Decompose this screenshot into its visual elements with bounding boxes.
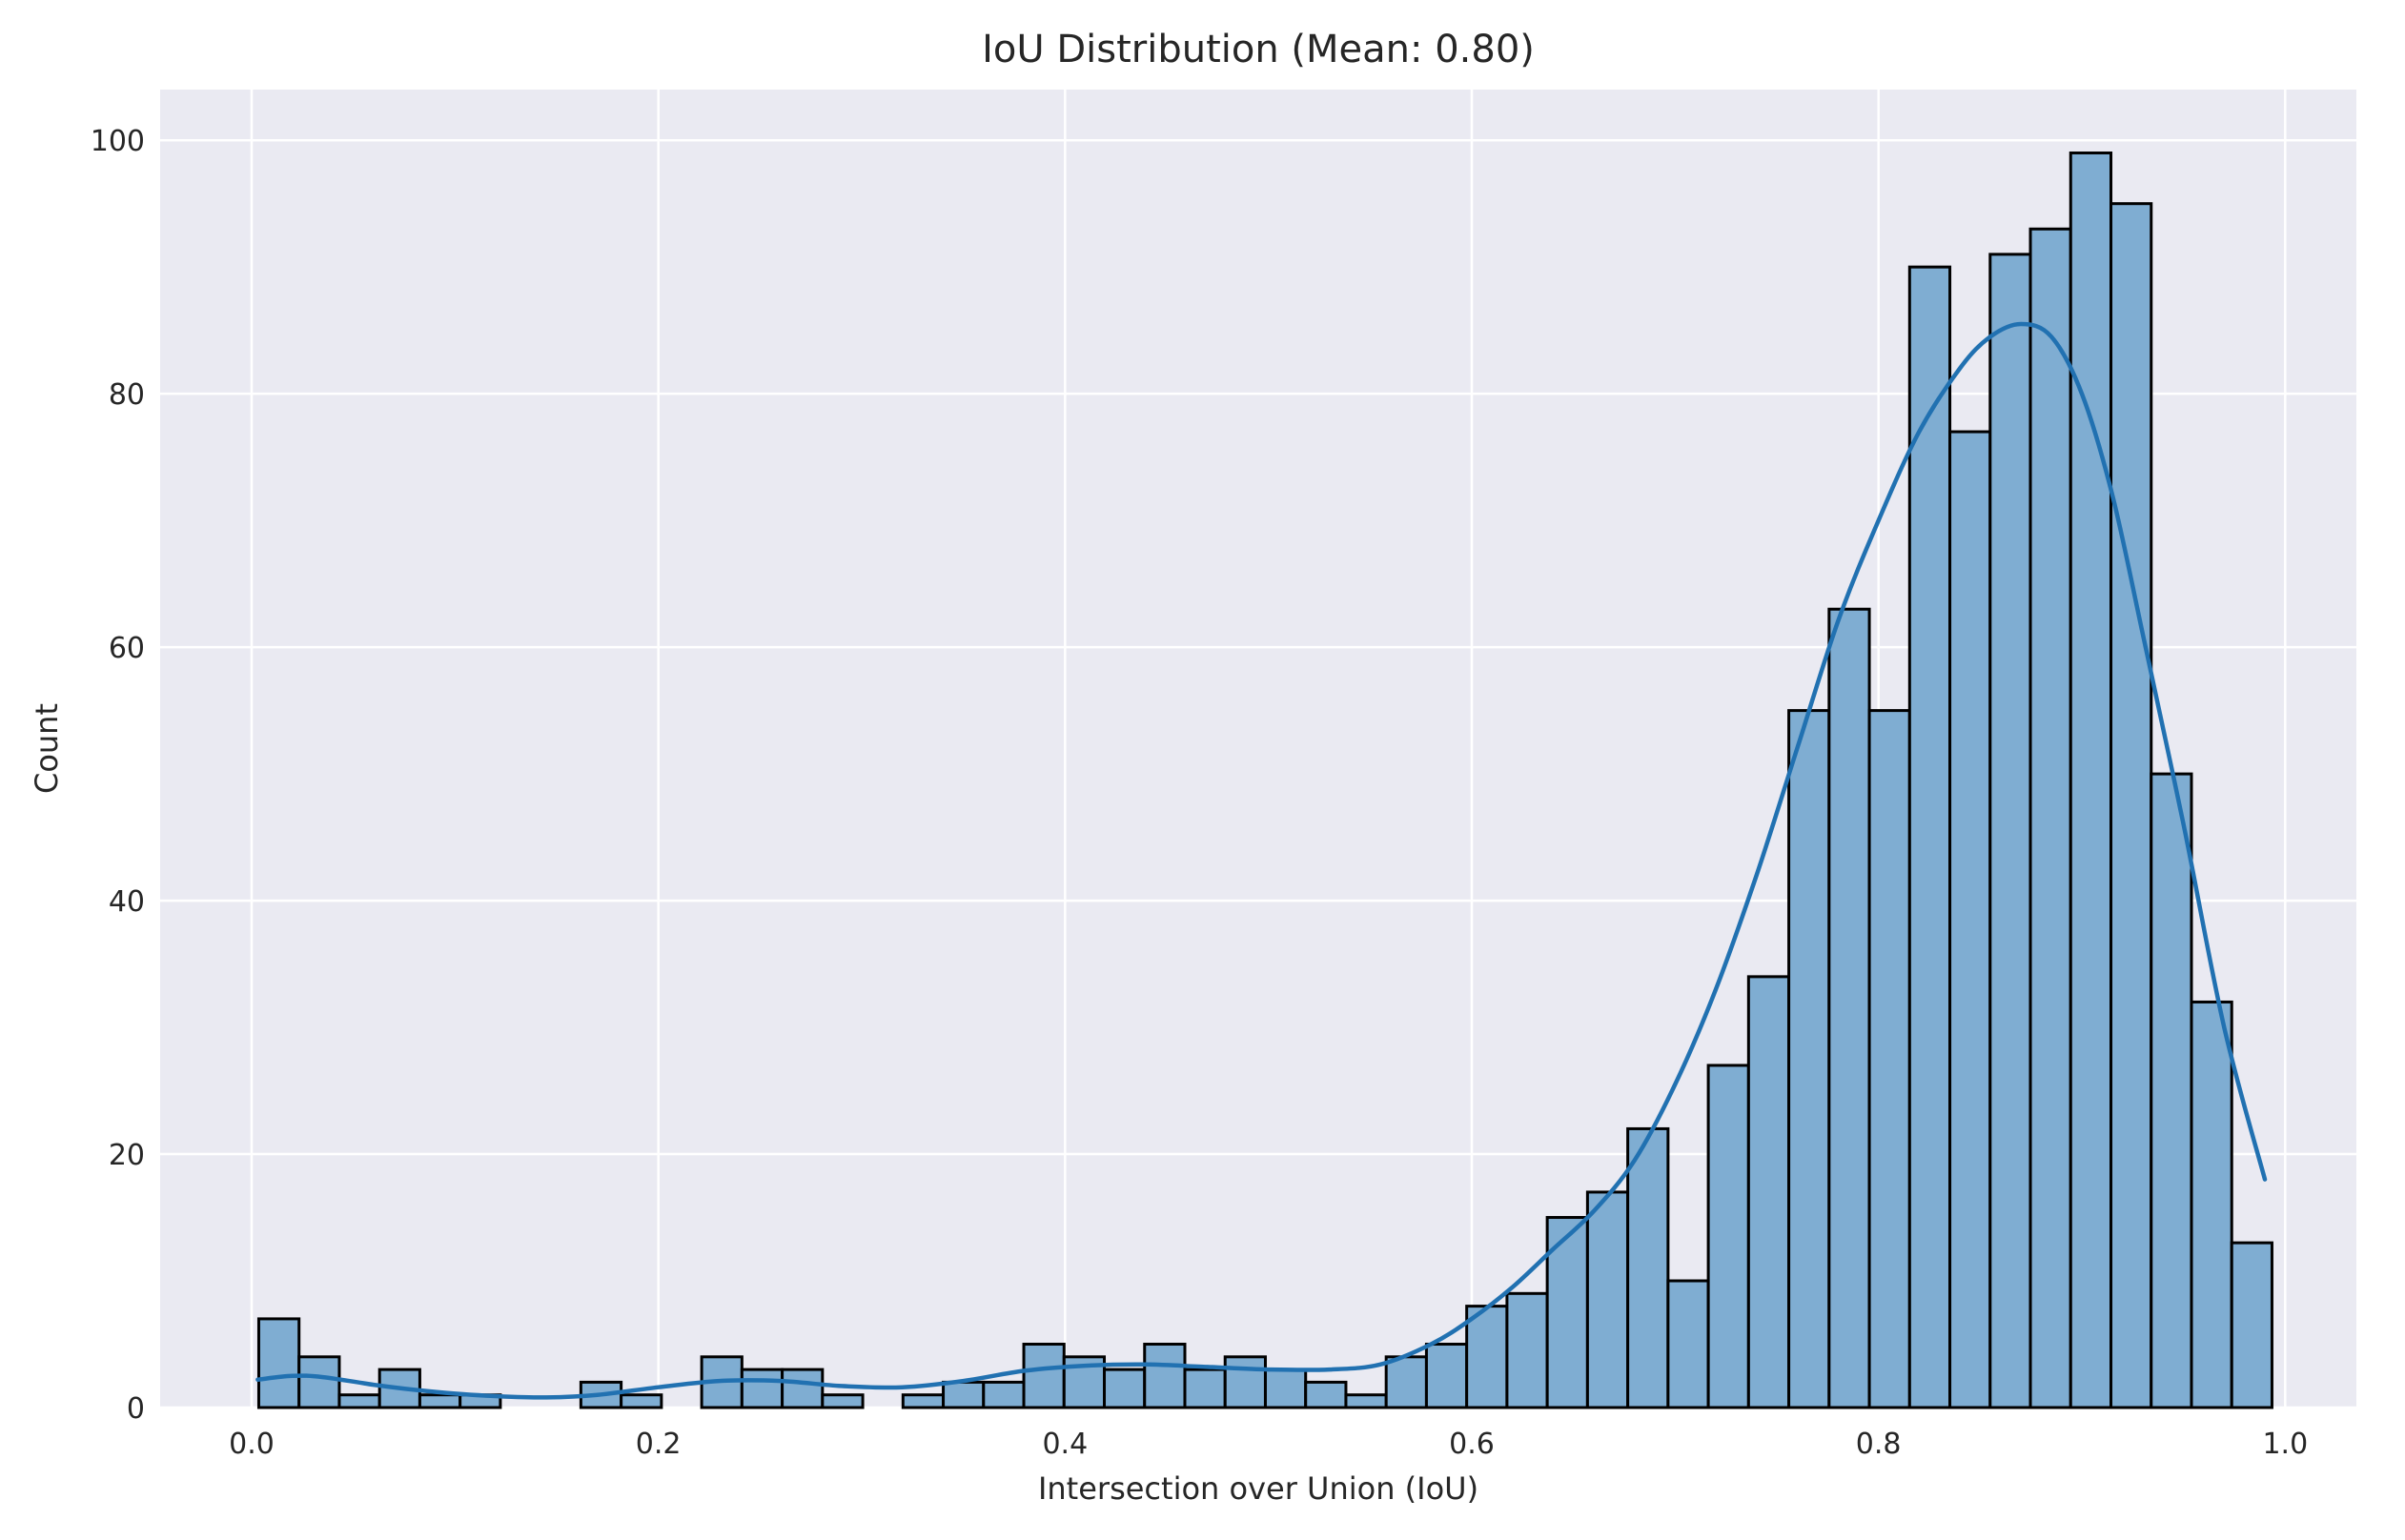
histogram-bar-0 — [256, 1317, 301, 1409]
histogram-bar-32 — [1545, 1216, 1589, 1409]
histogram-bar-40 — [1867, 709, 1911, 1409]
histogram-bar-39 — [1827, 607, 1871, 1409]
histogram-bar-2 — [337, 1393, 381, 1409]
x-axis-label: Intersection over Union (IoU) — [1038, 1470, 1478, 1507]
histogram-bar-34 — [1626, 1126, 1670, 1409]
histogram-bar-38 — [1787, 709, 1831, 1409]
y-tick-label-2: 40 — [109, 885, 145, 919]
histogram-bar-27 — [1344, 1393, 1388, 1409]
histogram-bar-49 — [2230, 1241, 2273, 1409]
x-tick-label-5: 1.0 — [2262, 1428, 2308, 1461]
histogram-bar-21 — [1103, 1368, 1147, 1409]
histogram-bar-46 — [2109, 202, 2153, 1409]
y-tick-label-1: 20 — [109, 1139, 145, 1172]
histogram-bar-30 — [1465, 1305, 1509, 1409]
histogram-bar-26 — [1304, 1380, 1348, 1409]
histogram-bar-29 — [1424, 1343, 1469, 1409]
histogram-bar-42 — [1948, 430, 1992, 1409]
x-axis-ticks: 0.0 0.2 0.4 0.6 0.8 1.0 — [229, 1428, 2308, 1461]
histogram-bar-13 — [781, 1368, 825, 1409]
histogram-bar-45 — [2069, 151, 2113, 1409]
x-tick-label-0: 0.0 — [229, 1428, 275, 1461]
histogram-bar-47 — [2150, 772, 2193, 1409]
x-tick-label-1: 0.2 — [636, 1428, 682, 1461]
histogram-bar-4 — [418, 1393, 462, 1409]
histogram-bar-25 — [1263, 1368, 1308, 1409]
y-tick-label-5: 100 — [91, 125, 145, 158]
y-tick-label-0: 0 — [127, 1392, 145, 1426]
histogram-bar-16 — [901, 1393, 946, 1409]
histogram-bar-37 — [1746, 975, 1791, 1409]
kde-curve — [255, 321, 2268, 1400]
histogram-bars — [256, 151, 2273, 1409]
histogram-bar-31 — [1505, 1291, 1549, 1409]
histogram-bar-41 — [1907, 265, 1952, 1409]
y-tick-label-3: 60 — [109, 632, 145, 665]
histogram-bar-48 — [2190, 1000, 2233, 1409]
histogram-bar-23 — [1183, 1368, 1227, 1409]
histogram-bar-14 — [821, 1393, 865, 1409]
histogram-bar-19 — [1022, 1343, 1066, 1409]
x-tick-label-2: 0.4 — [1042, 1428, 1088, 1461]
histogram-bar-1 — [297, 1355, 341, 1409]
histogram-bar-24 — [1223, 1355, 1267, 1409]
histogram-bar-44 — [2028, 227, 2072, 1409]
histogram-bar-36 — [1706, 1064, 1750, 1409]
chart-title: IoU Distribution (Mean: 0.80) — [982, 28, 1535, 71]
histogram-bar-28 — [1384, 1355, 1428, 1409]
histogram-bar-43 — [1988, 253, 2032, 1409]
x-tick-label-4: 0.8 — [1856, 1428, 1902, 1461]
y-tick-label-4: 80 — [109, 378, 145, 412]
histogram-bar-17 — [942, 1380, 986, 1409]
histogram-bar-22 — [1143, 1343, 1187, 1409]
histogram-bar-33 — [1585, 1190, 1630, 1409]
histogram-bar-18 — [982, 1380, 1026, 1409]
x-tick-label-3: 0.6 — [1449, 1428, 1495, 1461]
histogram-bar-9 — [620, 1393, 663, 1409]
histogram-bar-35 — [1666, 1279, 1710, 1409]
y-axis-ticks: 0 20 40 60 80 100 — [91, 125, 145, 1426]
histogram-bar-12 — [740, 1368, 785, 1409]
y-axis-label: Count — [29, 703, 65, 794]
